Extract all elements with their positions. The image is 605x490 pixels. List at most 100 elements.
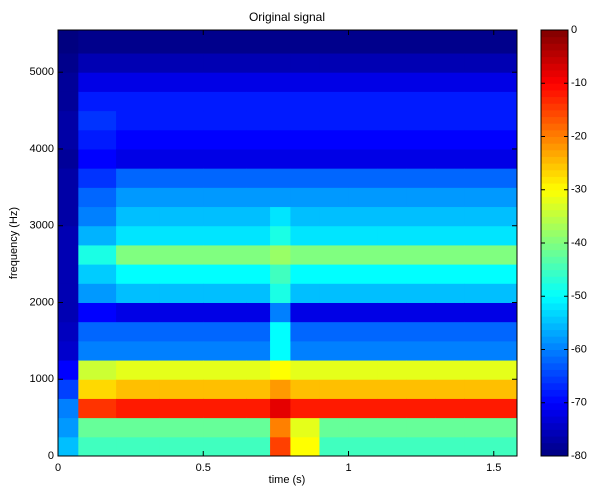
cell — [290, 302, 320, 323]
cell — [203, 264, 248, 284]
cell — [270, 206, 291, 227]
plot-frame — [57, 29, 518, 457]
colorbar-step — [541, 103, 568, 111]
cell — [290, 436, 320, 457]
cell — [116, 30, 161, 54]
cell — [435, 360, 466, 380]
colorbar: 0 -10 -20 -30 -40 -50 -60 -70 -80 — [540, 24, 587, 462]
cell — [319, 360, 350, 380]
cell — [319, 110, 350, 131]
colorbar-tick-label: -60 — [571, 343, 587, 355]
cell — [464, 225, 518, 246]
cell — [464, 340, 518, 361]
cell — [159, 91, 204, 112]
cell — [78, 264, 117, 284]
cell — [116, 129, 161, 150]
colorbar-step — [541, 116, 568, 124]
cell — [270, 72, 291, 92]
cell — [348, 302, 379, 323]
cell — [406, 398, 437, 419]
cell — [377, 206, 408, 227]
colorbar-step — [541, 30, 568, 38]
cell — [116, 264, 161, 284]
cell — [78, 360, 117, 380]
cell — [58, 417, 79, 438]
cell — [203, 302, 248, 323]
cell — [203, 417, 248, 438]
cell — [159, 283, 204, 303]
cell — [58, 283, 79, 303]
cell — [116, 302, 161, 323]
cell — [159, 360, 204, 380]
cell — [203, 129, 248, 150]
colorbar-step — [541, 136, 568, 144]
cell — [116, 148, 161, 169]
cell — [464, 30, 518, 54]
cell — [464, 53, 518, 73]
cell — [78, 53, 117, 73]
cell — [290, 264, 320, 284]
colorbar-step — [541, 236, 568, 244]
cell — [270, 110, 291, 131]
cell — [270, 302, 291, 323]
cell — [435, 53, 466, 73]
cell — [78, 417, 117, 438]
cell — [377, 379, 408, 399]
cell — [348, 360, 379, 380]
cell — [116, 244, 161, 265]
cell — [406, 72, 437, 92]
cell — [435, 264, 466, 284]
cell — [435, 110, 466, 131]
colorbar-step — [541, 262, 568, 271]
cell — [377, 148, 408, 169]
colorbar-step — [541, 416, 568, 424]
cell — [58, 340, 79, 361]
cell — [58, 360, 79, 380]
cell — [159, 321, 204, 342]
cell — [203, 321, 248, 342]
cell — [464, 206, 518, 227]
cell — [246, 264, 271, 284]
colorbar-step — [541, 369, 568, 377]
cell — [319, 244, 350, 265]
x-axis-label: time (s) — [269, 474, 306, 486]
cell — [78, 72, 117, 92]
cell — [406, 110, 437, 131]
y-tick-label: 5000 — [30, 66, 54, 78]
cell — [377, 436, 408, 457]
cell — [435, 436, 466, 457]
colorbar-step — [541, 189, 568, 197]
cell — [270, 321, 291, 342]
cell — [270, 53, 291, 73]
cell — [58, 148, 79, 169]
cell — [270, 340, 291, 361]
cell — [348, 187, 379, 208]
cell — [464, 168, 518, 188]
cell — [116, 379, 161, 399]
cell — [116, 360, 161, 380]
cell — [406, 129, 437, 150]
cell — [159, 168, 204, 188]
cell — [348, 30, 379, 54]
colorbar-step — [541, 43, 568, 51]
cell — [78, 283, 117, 303]
cell — [78, 244, 117, 265]
cell — [348, 206, 379, 227]
cell — [406, 264, 437, 284]
axes: 0 0.5 1 1.5 0 1000 2000 3000 4000 5000 — [30, 29, 518, 474]
cell — [58, 187, 79, 208]
cell — [246, 206, 271, 227]
colorbar-step — [541, 422, 568, 430]
cell — [159, 129, 204, 150]
cell — [270, 264, 291, 284]
cell — [246, 148, 271, 169]
cell — [159, 110, 204, 131]
cell — [78, 30, 117, 54]
cells — [58, 30, 518, 457]
cell — [270, 30, 291, 54]
cell — [290, 206, 320, 227]
cell — [406, 30, 437, 54]
cell — [348, 398, 379, 419]
cell — [203, 398, 248, 419]
colorbar-step — [541, 429, 568, 437]
